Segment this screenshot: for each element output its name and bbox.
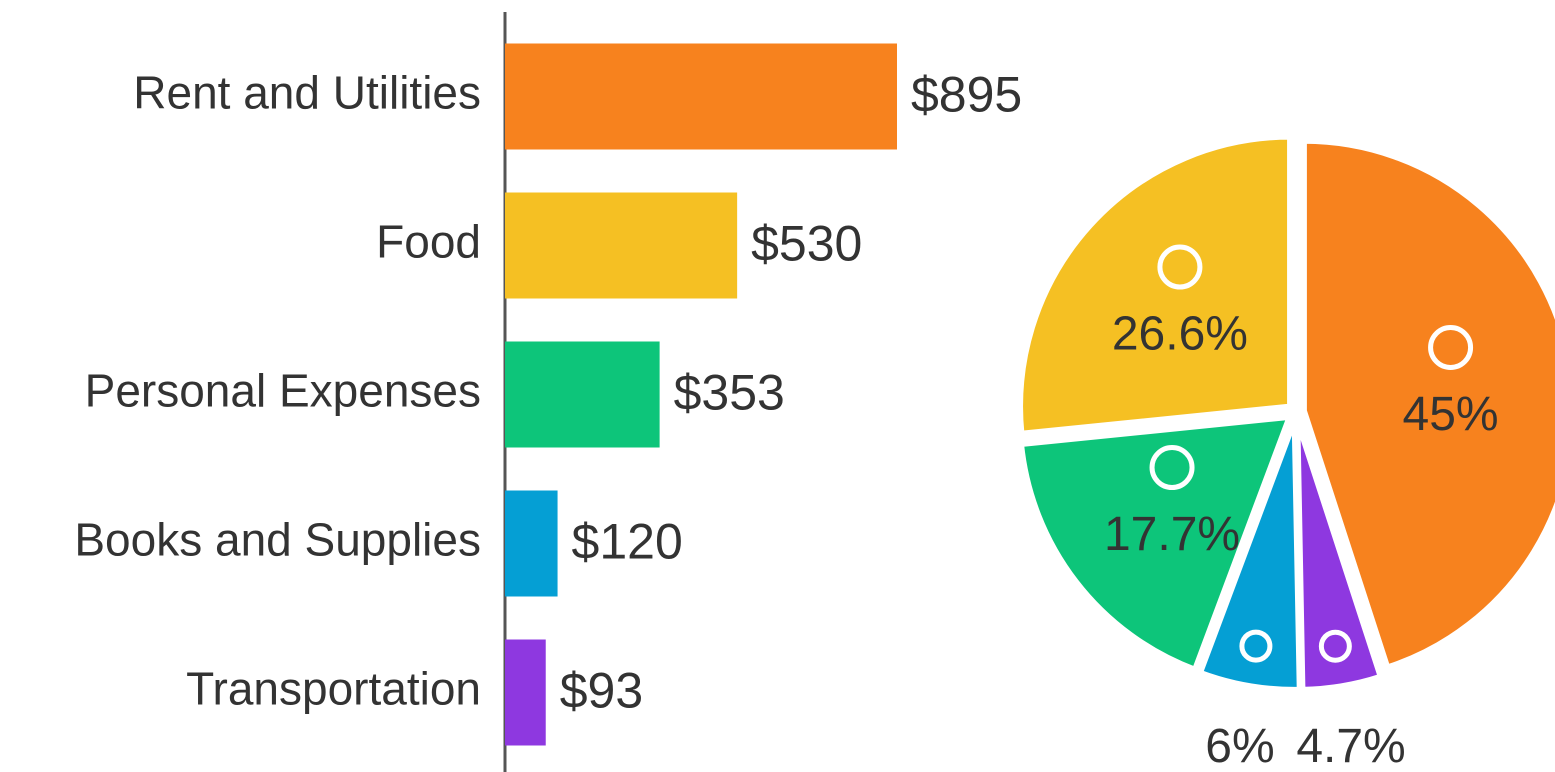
slice-label: 17.7% — [1104, 508, 1240, 561]
slice-label: 4.7% — [1296, 720, 1405, 772]
category-label: Books and Supplies — [74, 514, 481, 566]
pie-slice — [1196, 418, 1303, 693]
bar — [505, 341, 660, 448]
bar — [505, 192, 738, 299]
bar — [505, 639, 546, 746]
slice-icon — [1428, 325, 1474, 371]
value-label: $353 — [674, 365, 785, 421]
pie-slice — [1017, 413, 1295, 674]
pie-slice — [1017, 133, 1294, 438]
slice-icon — [1239, 629, 1273, 663]
value-label: $895 — [911, 67, 1022, 123]
value-label: $93 — [560, 663, 643, 719]
pie-slice — [1300, 137, 1555, 672]
value-label: $530 — [751, 216, 862, 272]
slice-label: 45% — [1403, 388, 1499, 441]
category-label: Personal Expenses — [85, 365, 481, 417]
category-label: Transportation — [186, 663, 481, 715]
category-label: Rent and Utilities — [133, 67, 481, 119]
slice-icon — [1149, 445, 1195, 491]
category-label: Food — [376, 216, 481, 268]
bar — [505, 43, 897, 150]
slice-icon — [1318, 629, 1352, 663]
slice-label: 26.6% — [1112, 308, 1248, 361]
slice-label: 6% — [1205, 720, 1274, 772]
value-label: $120 — [572, 514, 683, 570]
bar — [505, 490, 558, 597]
slice-icon — [1157, 244, 1203, 290]
